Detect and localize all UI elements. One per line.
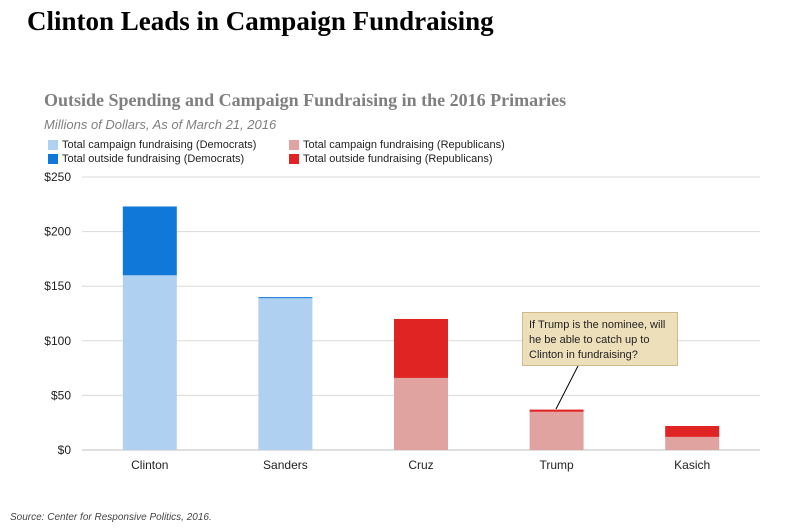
legend-item-rep-outside: Total outside fundraising (Republicans)	[289, 153, 493, 165]
x-tick-label: Kasich	[674, 458, 710, 472]
y-tick-label: $50	[51, 388, 71, 402]
x-tick-label: Clinton	[131, 458, 168, 472]
legend-label-rep-outside: Total outside fundraising (Republicans)	[303, 153, 493, 165]
bar-cruz-series-3	[394, 318, 448, 378]
chart-subtitle: Millions of Dollars, As of March 21, 201…	[44, 117, 277, 132]
bar-kasich-series-2	[665, 436, 720, 450]
legend-item-rep-campaign: Total campaign fundraising (Republicans)	[289, 139, 505, 151]
source-note: Source: Center for Responsive Politics, …	[10, 512, 212, 523]
legend-swatch-dem-campaign	[48, 140, 58, 150]
y-tick-label: $150	[44, 279, 71, 293]
bar-sanders-series-1	[258, 297, 313, 299]
legend-swatch-rep-campaign	[289, 140, 299, 150]
legend-item-dem-outside: Total outside fundraising (Democrats)	[48, 153, 244, 165]
bar-cruz-series-2	[394, 377, 448, 450]
bar-clinton-series-0	[122, 275, 177, 450]
legend-label-dem-outside: Total outside fundraising (Democrats)	[62, 153, 245, 165]
y-axis-ticks: $0 $50 $100 $150 $200 $250	[44, 170, 71, 457]
bar-clinton-series-1	[122, 206, 177, 276]
legend-swatch-rep-outside	[289, 154, 299, 164]
legend-item-dem-campaign: Total campaign fundraising (Democrats)	[48, 139, 256, 151]
bar-sanders-series-0	[258, 298, 313, 450]
legend-label-dem-campaign: Total campaign fundraising (Democrats)	[62, 139, 257, 151]
y-tick-label: $200	[44, 225, 71, 239]
chart-title: Outside Spending and Campaign Fundraisin…	[44, 90, 567, 110]
legend-label-rep-campaign: Total campaign fundraising (Republicans)	[303, 139, 505, 151]
page-title: Clinton Leads in Campaign Fundraising	[27, 6, 494, 36]
bar-kasich-series-3	[665, 425, 720, 437]
annotation-leader-line	[555, 365, 579, 410]
annotation-box: If Trump is the nominee, will he be able…	[522, 312, 678, 366]
x-tick-label: Cruz	[408, 458, 433, 472]
y-tick-label: $0	[58, 443, 72, 457]
bars	[122, 206, 720, 450]
legend-swatch-dem-outside	[48, 154, 58, 164]
x-tick-label: Trump	[539, 458, 574, 472]
y-tick-label: $100	[44, 334, 71, 348]
x-axis-ticks: Clinton Sanders Cruz Trump Kasich	[131, 458, 710, 472]
x-tick-label: Sanders	[263, 458, 308, 472]
bar-trump-series-3	[529, 409, 584, 412]
bar-trump-series-2	[529, 411, 584, 450]
y-tick-label: $250	[44, 170, 71, 184]
